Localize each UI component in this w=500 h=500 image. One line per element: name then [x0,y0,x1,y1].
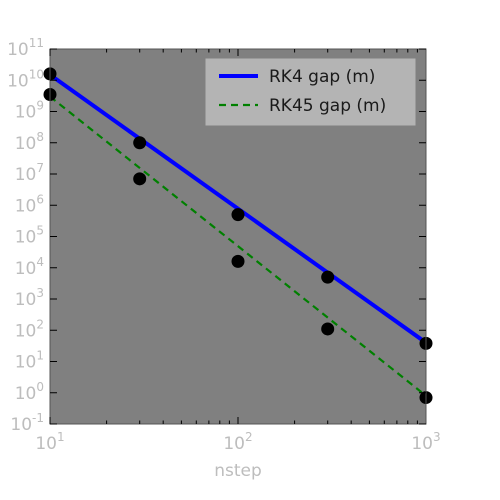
axis-ticks [49,48,427,425]
y-tick-label: 100 [15,380,44,404]
x-tick-label: 102 [223,430,252,454]
axis-tick-labels: 101 102 103 10-1 100 101 102 103 104 105 106 107 108… [7,36,441,454]
y-tick-label: 107 [15,161,44,185]
data-point [133,136,147,150]
y-tick-label: 102 [15,317,44,341]
data-point [231,208,245,222]
y-tick-label: 1011 [7,36,44,60]
legend-box [205,58,416,126]
data-point [321,322,335,336]
data-point [231,254,245,268]
y-tick-label: 105 [15,224,44,248]
series-line-2 [49,95,427,397]
data-points [43,67,433,405]
y-tick-label: 1010 [7,67,44,91]
x-axis-label: nstep [214,461,262,481]
legend-label: RK45 gap (m) [269,96,386,116]
legend: RK4 gap (m) RK45 gap (m) [205,58,416,126]
y-tick-label: 109 [15,99,44,123]
y-tick-label: 104 [15,255,44,279]
y-tick-label: 10-1 [10,411,44,435]
y-tick-label: 106 [15,192,44,216]
data-point [321,270,335,284]
y-tick-label: 108 [15,130,44,154]
x-tick-label: 103 [411,430,440,454]
data-point [133,172,147,186]
y-tick-label: 101 [15,349,44,373]
legend-label: RK4 gap (m) [269,67,375,87]
x-tick-label: 101 [35,430,64,454]
y-tick-label: 103 [15,286,44,310]
